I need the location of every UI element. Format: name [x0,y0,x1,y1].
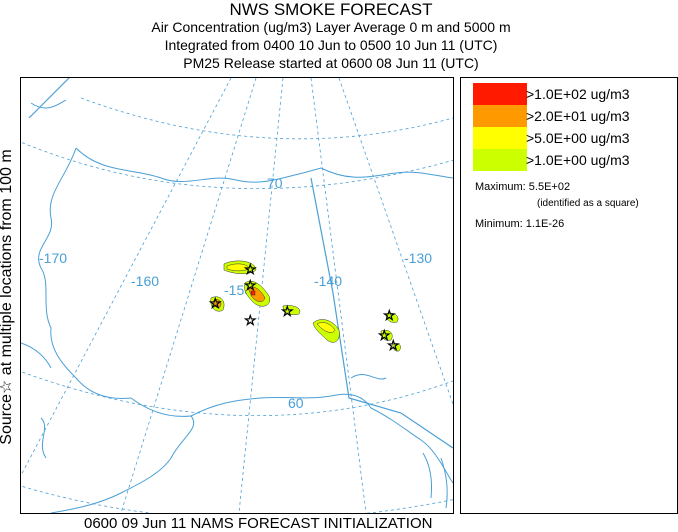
legend-label: >2.0E+01 ug/m3 [526,108,630,124]
grid-label-lon-170: -170 [39,250,67,266]
coastline [21,99,453,513]
release-start: PM25 Release started at 0600 08 Jun 11 (… [183,55,479,71]
forecast-title: NWS SMOKE FORECAST [229,0,433,19]
grid-label-lon-160: -160 [131,273,159,289]
integration-period: Integrated from 0400 10 Jun to 0500 10 J… [164,37,498,53]
grid-label-lon-130: -130 [404,250,432,266]
initialization-footer: 0600 09 Jun 11 NAMS FORECAST INITIALIZAT… [84,515,433,532]
latitude-lines [21,97,453,513]
source-star-icon: ☆ [244,277,257,293]
source-star-icon: ☆ [281,303,294,319]
concentration-subtitle: Air Concentration (ug/m3) Layer Average … [151,19,511,35]
maximum-value: Maximum: 5.5E+02 [475,181,571,193]
grid-label-lon-140: -140 [314,273,342,289]
border-line [310,177,453,449]
source-star-icon: ☆ [378,327,391,343]
maximum-square-icon [250,290,256,296]
legend-swatch [473,149,527,171]
source-markers: ☆ ☆ ☆ ☆ ☆ ☆ ☆ ☆ [209,261,400,354]
legend-item-4: >1.0E+00 ug/m3 [473,149,630,171]
source-star-icon: ☆ [209,295,222,311]
source-star-icon: ☆ [244,312,257,328]
legend-swatch [473,127,527,149]
legend-item-3: >5.0E+00 ug/m3 [473,127,630,149]
maximum-note: (identified as a square) [537,198,639,209]
grid-label-lat-60: 60 [288,395,304,411]
source-star-icon: ☆ [387,337,400,353]
legend-item-2: >2.0E+01 ug/m3 [473,105,630,127]
smoke-plumes [210,260,401,352]
legend-label: >5.0E+00 ug/m3 [526,130,630,146]
minimum-value: Minimum: 1.1E-26 [475,218,565,230]
map-canvas: -170 -160 -150 -140 -130 70 60 ☆ ☆ ☆ [21,78,453,513]
source-star-icon: ☆ [244,261,257,277]
source-height-label: Source☆ at multiple locations from 100 m [0,149,15,445]
legend-label: >1.0E+00 ug/m3 [526,152,630,168]
smoke-map: -170 -160 -150 -140 -130 70 60 ☆ ☆ ☆ [20,77,454,514]
grid-label-lat-70: 70 [267,175,283,191]
legend-label: >1.0E+02 ug/m3 [526,86,630,102]
legend-swatch [473,105,527,127]
concentration-legend: >1.0E+02 ug/m3 >2.0E+01 ug/m3 >5.0E+00 u… [460,77,678,514]
source-star-icon: ☆ [383,307,396,323]
legend-item-1: >1.0E+02 ug/m3 [473,83,630,105]
legend-swatch [473,83,527,105]
